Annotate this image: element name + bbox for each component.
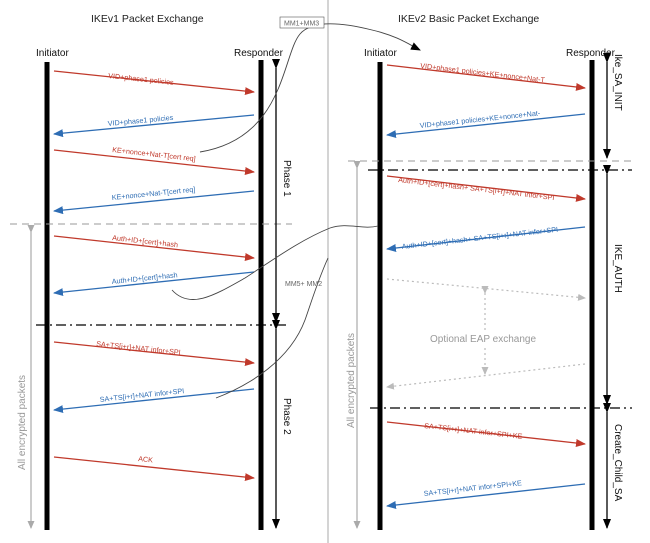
ikev1-msg-7-label: SA+TS[i+r]+NAT infor+SPI [96, 339, 181, 357]
ikev1-msg-3-arrow [53, 149, 255, 175]
ikev2-encrypted-label: All encrypted packets [346, 333, 357, 428]
ikev1-encrypted-label: All encrypted packets [17, 375, 28, 470]
ikev2-msg-1-arrow [386, 64, 586, 91]
ikev1-phase2-label: Phase 2 [281, 398, 292, 435]
ikev2-eap-request-arrow [386, 278, 586, 301]
ikev2-title: IKEv2 Basic Packet Exchange [398, 13, 539, 25]
mm5-mm2-label: MM5+ MM2 [285, 281, 322, 288]
mm5-mm2-connector-b [215, 257, 329, 399]
ikev1-msg-2-arrow [53, 114, 255, 138]
ikev1-msg-4-label: KE+nonce+Nat-T[cert req] [111, 185, 195, 202]
ikev2-msg-5-arrow [386, 421, 586, 447]
ikev1-msg-7-arrow [53, 341, 255, 367]
ikev2-msg-2-label: VID+phase1 policies+KE+nonce+Nat- [419, 108, 541, 130]
ikev2-eap-label: Optional EAP exchange [430, 334, 536, 345]
ikev1-msg-1-arrow [53, 70, 255, 96]
ikev2-msg-1-label: VID+phase1 policies+KE+nonce+Nat-T [420, 61, 546, 84]
ikev1-initiator-label: Initiator [36, 48, 69, 59]
mm1-mm3-label: MM1+MM3 [284, 21, 319, 28]
ikev1-msg-4-arrow [53, 190, 255, 215]
ikev2-msg-6-label: SA+TS[i+r]+NAT infor+SPI+KE [423, 478, 522, 498]
ikev2-auth-label: IKE_AUTH [612, 244, 623, 293]
ikev1-phase1-label: Phase 1 [281, 160, 292, 197]
ikev2-msg-5-label: SA+TS[i+r]+NAT infor+SPI+KE [424, 421, 523, 441]
ikev1-msg-1-label: VID+phase1 policies [108, 71, 175, 87]
ikev2-msg-3-arrow [386, 175, 586, 202]
ikev2-initiator-label: Initiator [364, 48, 397, 59]
ikev1-msg-9-label: ACK [138, 454, 154, 465]
ikev1-msg-5-label: Auth+ID+[cert]+hash [112, 233, 179, 249]
ikev2-eap-response-arrow [386, 363, 586, 390]
ikev2-child-label: Create_Child_SA [612, 424, 623, 502]
ikev2-msg-2-arrow [386, 113, 586, 139]
ikev1-msg-8-arrow [53, 388, 255, 414]
ikev2-msg-6-arrow [386, 483, 586, 509]
ikev1-responder-label: Responder [234, 48, 284, 59]
ikev2-sa-init-label: Ike_SA_INIT [612, 54, 623, 111]
mm1-mm3-box [279, 16, 325, 29]
mm1-mm3-connector [199, 23, 421, 153]
ikev1-msg-6-arrow [53, 271, 255, 297]
ikev1-msg-5-arrow [53, 235, 255, 261]
ikev2-responder-label: Responder [566, 48, 616, 59]
ikev2-eap-label-bg [424, 330, 546, 346]
ikev2-msg-4-arrow [386, 226, 586, 252]
ikev1-title: IKEv1 Packet Exchange [91, 13, 204, 25]
ikev2-msg-4-label: Auth+ID+[cert]+hash+ SA+TS[i+r]+NAT info… [401, 225, 558, 251]
ikev1-msg-9-arrow [53, 456, 255, 482]
ikev2-msg-3-label: Auth+ID+[cert]+hash+ SA+TS[i+r]+NAT info… [398, 175, 555, 202]
mm5-mm2-connector-a [171, 225, 379, 300]
